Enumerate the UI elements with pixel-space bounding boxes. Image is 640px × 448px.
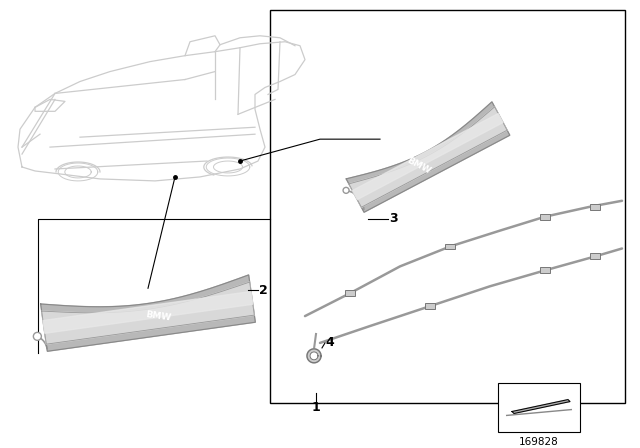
Bar <box>425 303 435 309</box>
Circle shape <box>33 332 42 340</box>
Text: 1: 1 <box>312 401 321 414</box>
Polygon shape <box>41 275 255 351</box>
Text: 169828: 169828 <box>519 437 559 448</box>
Bar <box>590 254 600 259</box>
Circle shape <box>343 187 349 194</box>
Polygon shape <box>506 409 572 415</box>
Polygon shape <box>307 349 321 363</box>
Polygon shape <box>310 352 318 360</box>
Polygon shape <box>353 113 503 199</box>
Polygon shape <box>346 102 510 212</box>
Text: BMW: BMW <box>145 310 172 323</box>
Text: 2: 2 <box>259 284 268 297</box>
Bar <box>498 383 580 432</box>
Polygon shape <box>512 400 570 414</box>
Bar <box>540 214 550 220</box>
Bar <box>445 244 455 250</box>
Text: 4: 4 <box>325 336 333 349</box>
Bar <box>540 267 550 273</box>
Text: BMW: BMW <box>405 156 433 176</box>
Bar <box>270 10 625 403</box>
Polygon shape <box>42 282 254 344</box>
Bar <box>345 290 355 296</box>
Text: 3: 3 <box>389 212 397 225</box>
Polygon shape <box>349 107 507 207</box>
Polygon shape <box>43 292 253 333</box>
Bar <box>590 204 600 210</box>
